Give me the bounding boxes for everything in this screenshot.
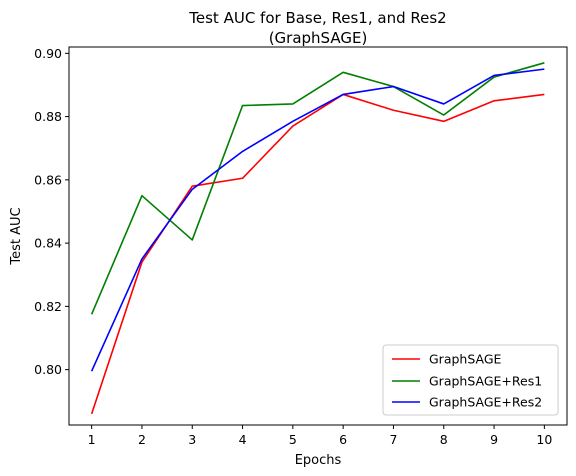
x-tick-label: 10 [536,432,552,447]
legend-label-graphsage-res1: GraphSAGE+Res1 [429,374,542,389]
series-line-graphsage-res2 [90,68,545,372]
y-tick-label: 0.90 [34,46,62,61]
chart-title-line1: Test AUC for Base, Res1, and Res2 [188,9,446,27]
x-tick-label: 5 [289,432,297,447]
x-tick-label: 8 [440,432,448,447]
x-tick-label: 2 [138,432,146,447]
x-axis-label: Epochs [295,453,342,468]
legend-label-graphsage: GraphSAGE [429,352,502,367]
plot-frame [68,46,568,426]
y-tick-label: 0.82 [34,299,62,314]
legend-box [382,344,559,416]
y-tick-label: 0.86 [34,172,62,187]
x-tick-label: 7 [389,432,397,447]
y-tick-label: 0.84 [34,236,62,251]
legend-label-graphsage-res2: GraphSAGE+Res2 [429,395,542,410]
x-tick-label: 9 [490,432,498,447]
x-tick-label: 3 [188,432,196,447]
y-axis-label: Test AUC [9,207,24,265]
x-tick-label: 4 [239,432,247,447]
y-tick-label: 0.88 [34,109,62,124]
series-layer [90,62,545,415]
x-tick-label: 1 [88,432,96,447]
x-tick-label: 6 [339,432,347,447]
legend: GraphSAGE GraphSAGE+Res1 GraphSAGE+Res2 [382,344,559,416]
chart-title-line2: (GraphSAGE) [269,29,368,47]
y-tick-label: 0.80 [34,362,62,377]
ticks-layer: 1 2 3 4 5 6 7 8 9 10 0.80 0.82 0.84 0.86 0.88 0.90 [34,46,552,447]
series-line-graphsage-res1 [90,62,545,315]
